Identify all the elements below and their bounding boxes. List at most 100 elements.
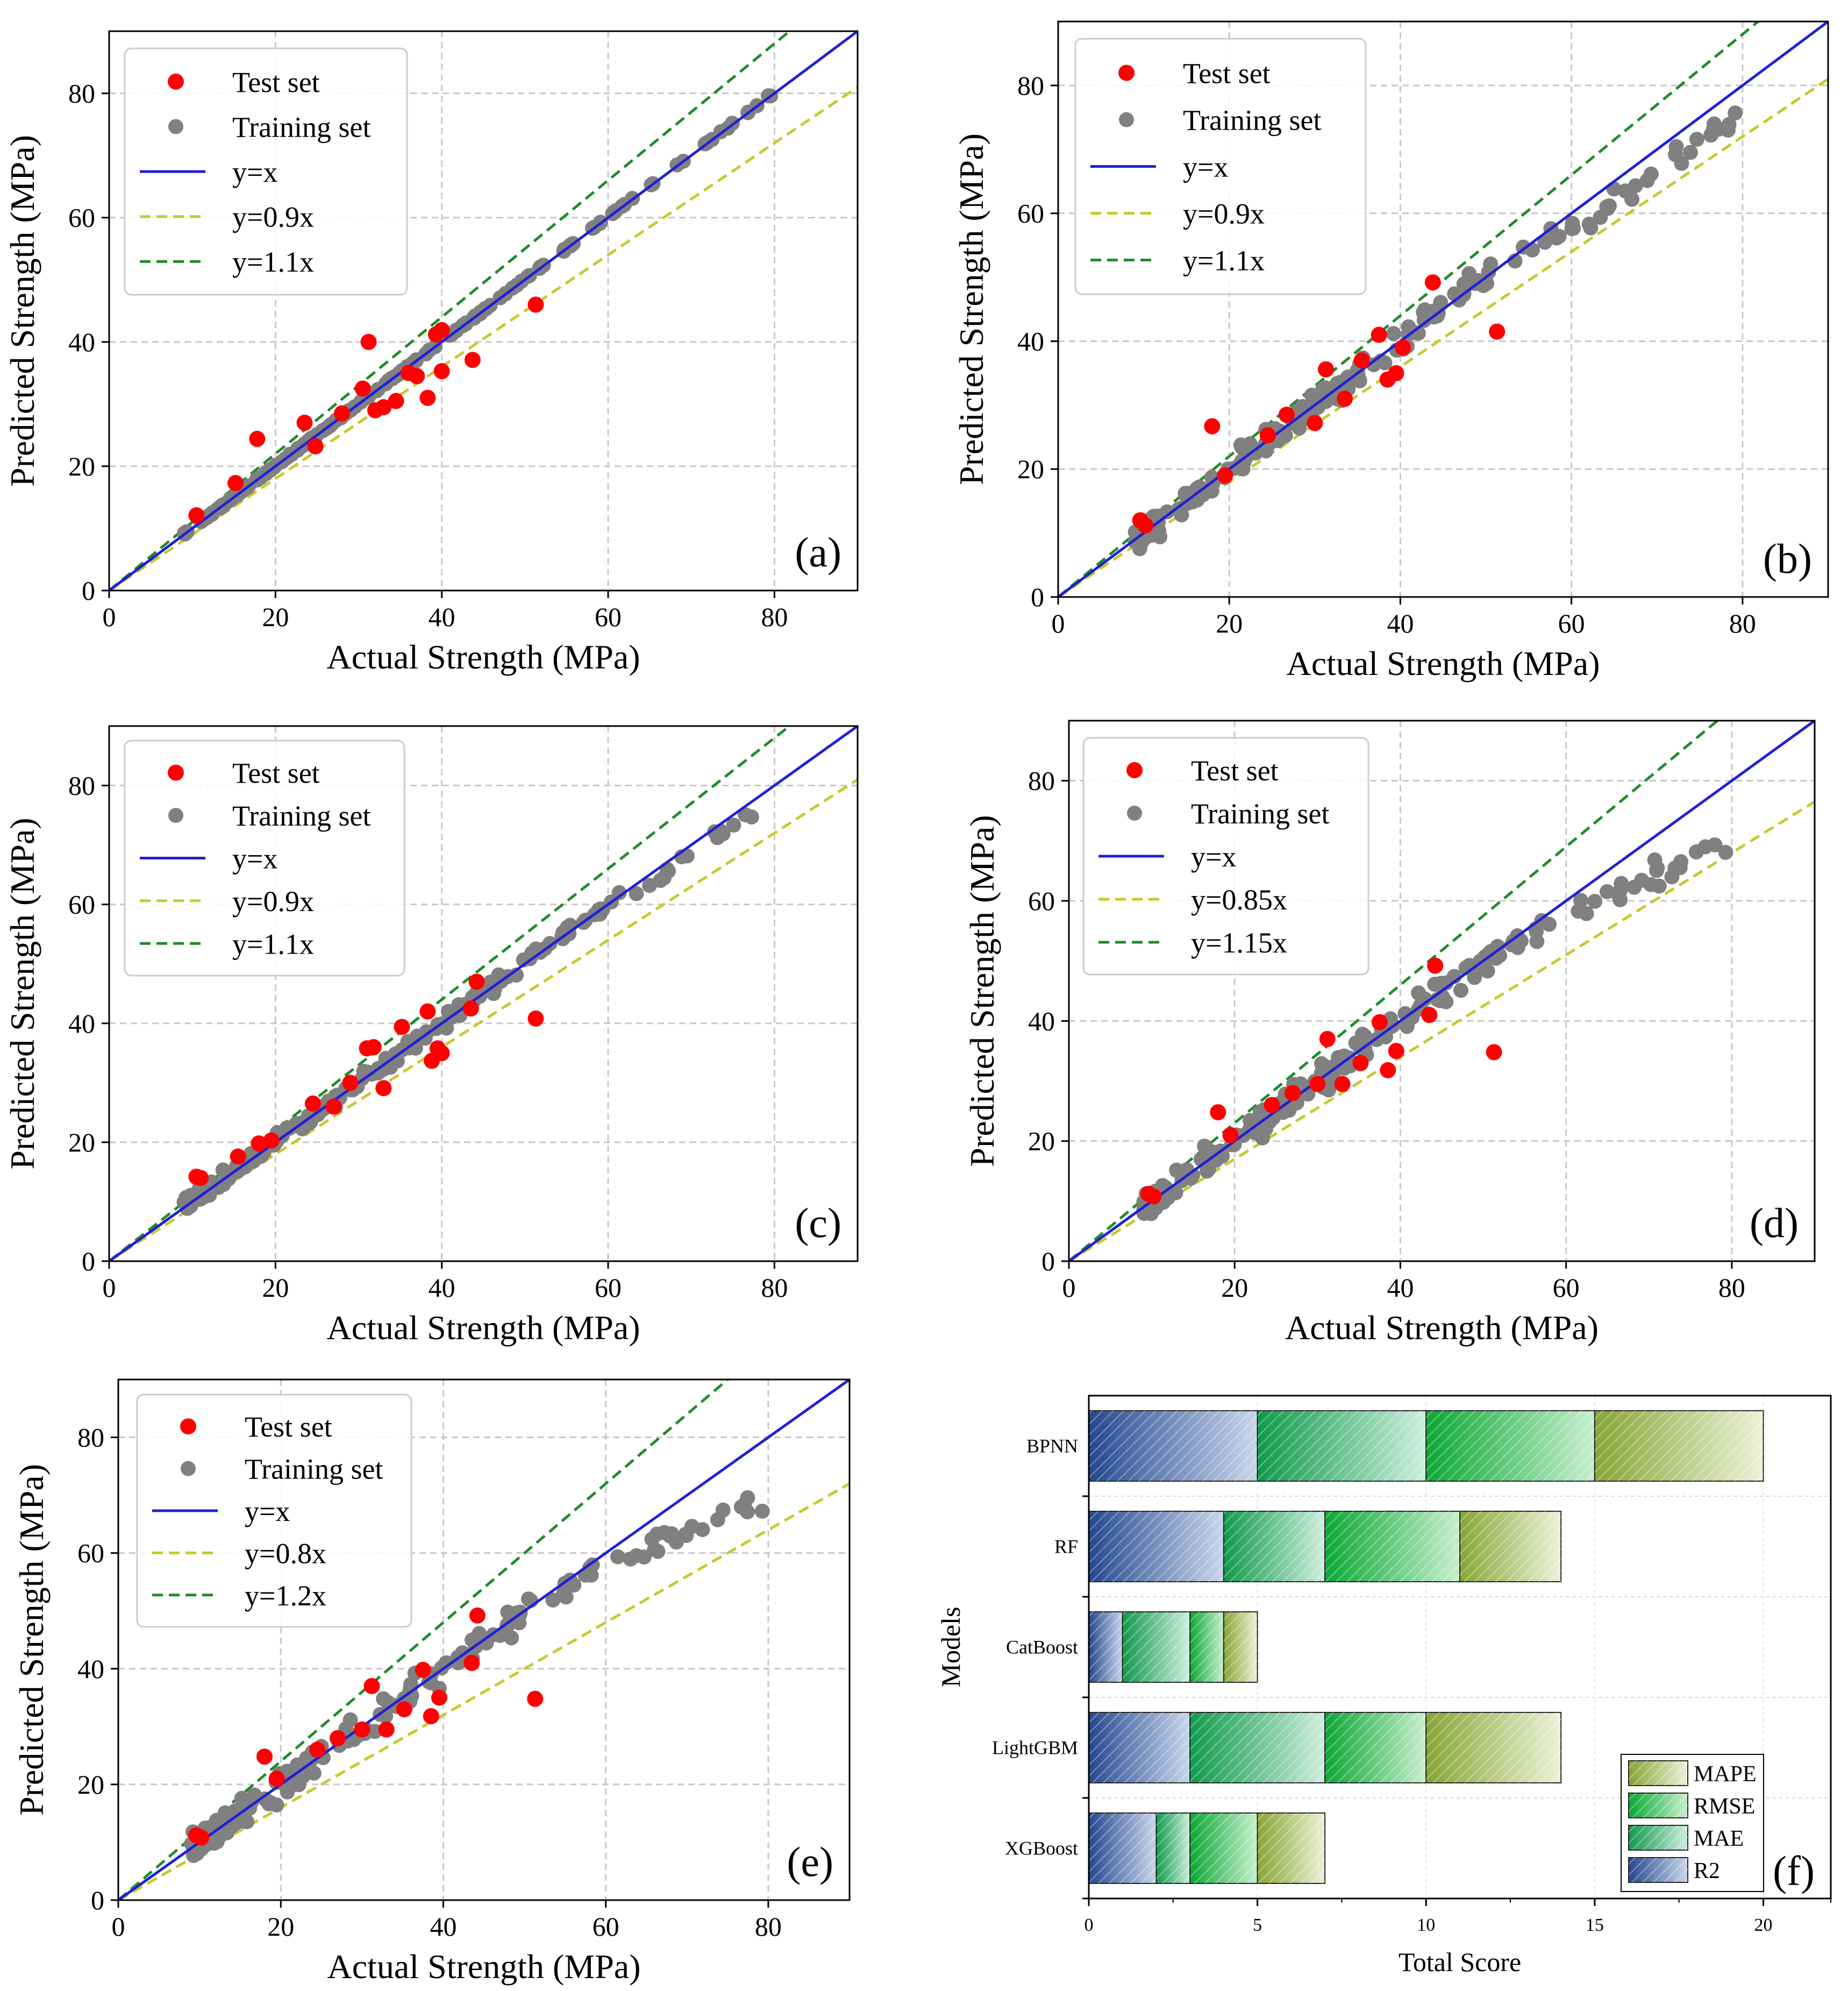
- test-point: [330, 1730, 346, 1746]
- bar-segment-hatch: [1156, 1813, 1190, 1883]
- training-point: [1668, 139, 1684, 154]
- training-point: [509, 1605, 524, 1620]
- test-point: [1352, 1055, 1369, 1071]
- test-point: [1388, 365, 1404, 381]
- training-point: [1461, 266, 1477, 281]
- training-point: [1593, 210, 1608, 225]
- training-point: [740, 1490, 755, 1505]
- x-tick-label: 60: [595, 1272, 622, 1303]
- test-point: [1395, 339, 1411, 356]
- bar-segment-hatch: [1089, 1511, 1224, 1582]
- identity-line: [118, 1380, 850, 1900]
- training-point: [644, 1531, 660, 1547]
- test-point: [394, 1019, 410, 1035]
- category-label: RF: [1054, 1536, 1078, 1558]
- training-point: [1204, 470, 1219, 485]
- training-point: [1401, 319, 1416, 335]
- legend-label-test: Test set: [1183, 58, 1271, 90]
- training-point: [1529, 934, 1545, 949]
- x-axis-title: Actual Strength (MPa): [327, 638, 640, 676]
- training-point: [1573, 893, 1589, 908]
- reference-lines: [109, 31, 858, 591]
- category-label: LightGBM: [992, 1737, 1078, 1759]
- training-point: [1647, 852, 1663, 867]
- y-tick-label: 20: [1017, 454, 1044, 484]
- x-tick-label: 60: [593, 1911, 619, 1942]
- training-point: [409, 1028, 425, 1044]
- identity-line: [1069, 721, 1815, 1261]
- x-tick-label: 10: [1417, 1915, 1435, 1935]
- test-point: [325, 1098, 342, 1115]
- lower-bound-line: [109, 86, 858, 591]
- test-point: [193, 1829, 210, 1846]
- y-tick-label: 80: [77, 1423, 104, 1453]
- test-point: [309, 1741, 326, 1758]
- test-point: [1421, 1007, 1438, 1023]
- training-point: [1639, 173, 1655, 188]
- test-point: [360, 333, 377, 350]
- test-point: [251, 1135, 267, 1152]
- training-point: [592, 906, 608, 922]
- legend-label-lower: y=0.9x: [232, 201, 314, 233]
- bar-legend-label: R2: [1694, 1859, 1720, 1883]
- bar-segment-hatch: [1089, 1612, 1123, 1682]
- bar-segment-hatch: [1190, 1612, 1224, 1682]
- y-axis-title: Predicted Strength (MPa): [3, 817, 41, 1169]
- legend-marker-test: [1118, 65, 1135, 81]
- test-point: [419, 1003, 436, 1020]
- legend-label-train: Training set: [1191, 798, 1330, 830]
- test-point: [433, 363, 450, 380]
- test-point: [188, 507, 205, 524]
- test-point: [1318, 361, 1335, 378]
- training-point: [1314, 1056, 1329, 1071]
- y-tick-label: 0: [1041, 1246, 1055, 1276]
- x-axis-title: Actual Strength (MPa): [327, 1947, 641, 1986]
- legend-marker-test: [168, 764, 184, 781]
- legend-label-train: Training set: [232, 800, 371, 832]
- training-point: [1673, 854, 1689, 870]
- test-point: [1210, 1104, 1226, 1121]
- y-tick-label: 20: [68, 451, 95, 481]
- x-tick-label: 40: [430, 1911, 456, 1942]
- test-point: [433, 1045, 450, 1062]
- training-point: [247, 1787, 262, 1803]
- lower-bound-line: [118, 1482, 850, 1900]
- test-point: [463, 1655, 480, 1672]
- test-point: [527, 1010, 544, 1027]
- training-point: [1626, 879, 1642, 895]
- training-point: [1612, 883, 1628, 899]
- training-point: [738, 807, 753, 822]
- y-axis-title: Predicted Strength (MPa): [12, 1464, 51, 1816]
- x-tick-label: 40: [429, 602, 455, 632]
- y-tick-label: 20: [77, 1769, 104, 1800]
- y-axis-title: Models: [936, 1607, 966, 1688]
- training-point: [1579, 906, 1594, 921]
- y-tick-label: 40: [1017, 326, 1044, 356]
- reference-lines: [1069, 721, 1815, 1261]
- y-axis-title: Predicted Strength (MPa): [952, 133, 990, 485]
- bar-segment-hatch: [1325, 1712, 1426, 1783]
- y-tick-label: 60: [68, 203, 95, 233]
- test-point: [468, 973, 485, 990]
- training-point: [1386, 326, 1401, 342]
- training-point: [438, 1655, 454, 1670]
- training-point: [754, 1503, 770, 1519]
- y-tick-label: 60: [1028, 886, 1055, 916]
- bar-legend-swatch-hatch: [1629, 1858, 1688, 1882]
- legend-label-upper: y=1.1x: [232, 246, 314, 278]
- y-tick-label: 60: [1017, 198, 1044, 229]
- training-point: [1587, 893, 1603, 909]
- x-tick-label: 0: [1084, 1915, 1094, 1935]
- bar-segment-hatch: [1223, 1511, 1325, 1582]
- bar-legend-label: RMSE: [1694, 1794, 1755, 1819]
- test-point: [192, 1170, 209, 1186]
- bar-segment-hatch: [1122, 1612, 1190, 1682]
- training-point: [404, 1688, 419, 1704]
- test-point: [354, 380, 371, 397]
- y-tick-label: 40: [77, 1654, 104, 1684]
- training-point: [1703, 127, 1718, 143]
- training-point: [1132, 537, 1148, 552]
- bar-segment-hatch: [1190, 1712, 1325, 1783]
- training-point: [1542, 916, 1557, 932]
